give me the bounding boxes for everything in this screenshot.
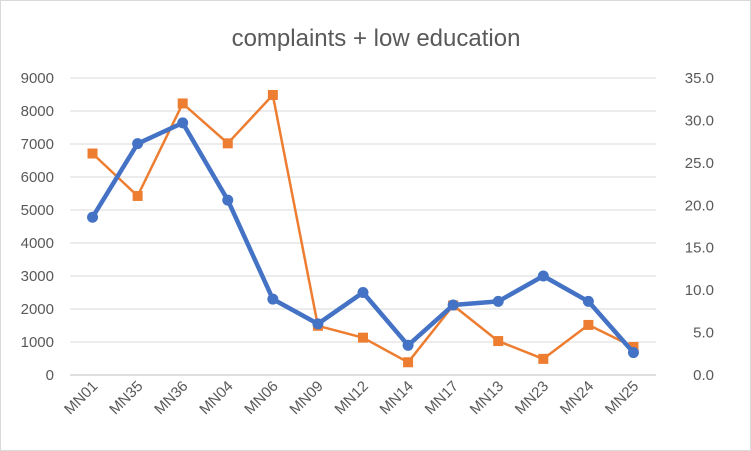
data-point	[628, 341, 639, 352]
x-tick-label: MN04	[196, 378, 236, 418]
data-point	[583, 319, 594, 330]
x-tick-label: MN35	[106, 378, 146, 418]
x-tick-label: MN06	[241, 378, 281, 418]
x-tick-label: MN01	[61, 378, 101, 418]
x-tick-label: MN09	[286, 378, 326, 418]
right-tick-label: 0.0	[693, 367, 714, 384]
right-axis-ticks: 0.0 5.0 10.0 15.0 20.0 25.0 30.0 35.0	[685, 70, 714, 384]
data-point	[132, 190, 143, 201]
data-point	[177, 98, 188, 109]
left-tick-label: 8000	[21, 103, 54, 120]
series-2	[87, 89, 639, 368]
data-point	[582, 295, 594, 307]
right-tick-label: 10.0	[685, 282, 714, 299]
series-line	[91, 93, 635, 364]
data-point	[358, 332, 368, 343]
series-1	[87, 117, 639, 359]
right-tick-label: 20.0	[685, 197, 714, 214]
right-tick-label: 25.0	[685, 155, 714, 172]
data-point	[87, 211, 99, 223]
x-tick-label: MN36	[151, 378, 191, 418]
data-point	[87, 148, 98, 159]
series-layer	[87, 89, 639, 368]
data-point	[222, 138, 233, 149]
data-point	[492, 295, 504, 307]
right-tick-label: 5.0	[693, 325, 714, 342]
x-tick-label: MN17	[422, 378, 462, 418]
right-tick-label: 35.0	[685, 70, 714, 87]
data-point	[538, 353, 549, 364]
x-tick-label: MN14	[377, 378, 417, 418]
data-point	[537, 270, 549, 282]
x-tick-label: MN12	[332, 378, 372, 418]
left-tick-label: 5000	[21, 202, 54, 219]
data-point	[403, 357, 414, 368]
chart-title: complaints + low education	[232, 25, 521, 52]
x-tick-label: MN25	[602, 378, 642, 418]
data-point	[177, 117, 189, 129]
x-tick-label: MN23	[512, 378, 552, 418]
data-point	[447, 299, 459, 311]
right-tick-label: 30.0	[685, 112, 714, 129]
data-point	[627, 347, 639, 359]
left-tick-label: 4000	[21, 235, 54, 252]
data-point	[357, 287, 369, 298]
data-point	[402, 339, 414, 351]
left-tick-label: 3000	[21, 268, 54, 285]
data-point	[267, 89, 278, 100]
left-tick-label: 0	[46, 367, 54, 384]
right-tick-label: 15.0	[685, 240, 714, 257]
x-tick-label: MN24	[557, 378, 597, 418]
data-point	[132, 138, 144, 150]
left-tick-label: 9000	[21, 70, 54, 87]
left-tick-label: 7000	[21, 136, 54, 153]
data-point	[312, 318, 324, 330]
left-tick-label: 6000	[21, 169, 54, 186]
left-tick-label: 2000	[21, 301, 54, 318]
left-tick-label: 1000	[21, 334, 54, 351]
x-axis-ticks: MN01 MN35 MN36 MN04 MN06 MN09 MN12 MN14 MN17 MN13…	[61, 378, 642, 418]
left-axis-ticks: 0 1000 2000 3000 4000 5000 6000 7000 8000 9000	[21, 70, 54, 384]
data-point	[267, 293, 279, 305]
data-point	[222, 194, 234, 206]
series-line	[90, 120, 636, 355]
x-tick-label: MN13	[467, 378, 507, 418]
gridlines	[70, 77, 656, 376]
data-point	[493, 336, 504, 347]
